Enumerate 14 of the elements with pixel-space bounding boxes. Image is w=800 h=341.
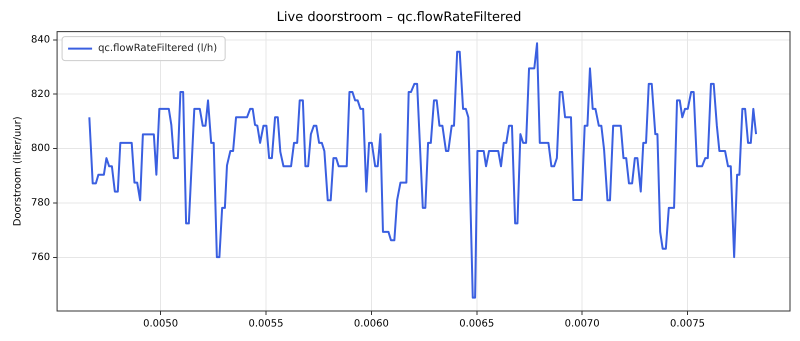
y-tick-label: 840	[30, 34, 50, 46]
y-axis-title: Doorstroom (liter/uur)	[12, 116, 24, 226]
x-tick-label: 0.0065	[459, 318, 494, 330]
x-tick-label: 0.0060	[354, 318, 389, 330]
legend-label: qc.flowRateFiltered (l/h)	[98, 43, 218, 54]
y-tick-label: 760	[30, 252, 50, 263]
x-tick-label: 0.0055	[248, 318, 284, 330]
y-tick-label: 820	[30, 88, 50, 100]
x-tick-label: 0.0050	[143, 318, 178, 330]
chart-title: Live doorstroom – qc.flowRateFiltered	[276, 10, 522, 26]
x-tick-label: 0.0070	[564, 318, 600, 330]
y-tick-label: 800	[30, 143, 50, 154]
y-tick-label: 780	[30, 198, 50, 209]
x-tick-label: 0.0075	[670, 318, 706, 330]
